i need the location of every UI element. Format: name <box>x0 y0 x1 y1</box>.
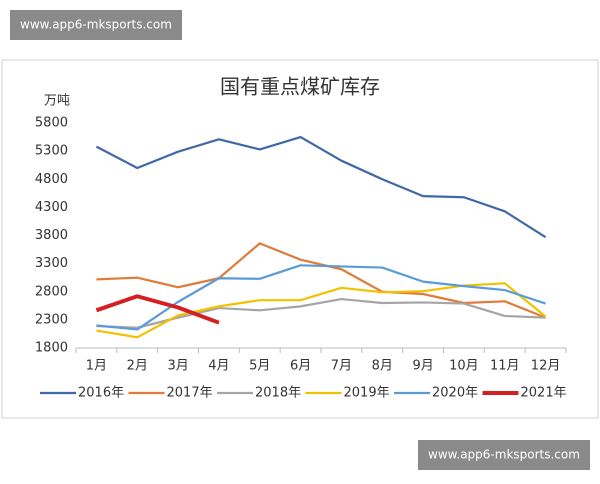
watermark-box <box>10 10 182 40</box>
chart-title: 国有重点煤矿库存 <box>220 75 380 99</box>
x-tick-label: 4月 <box>208 359 229 374</box>
watermark: www.app6-mksports.com <box>428 448 580 462</box>
x-tick-label: 2月 <box>127 359 148 374</box>
y-axis-label: 万吨 <box>44 94 70 109</box>
x-tick-label: 8月 <box>372 359 393 374</box>
x-tick-label: 3月 <box>167 359 188 374</box>
y-tick-label: 2300 <box>35 312 68 327</box>
chart-frame <box>1 59 599 419</box>
y-tick-label: 5800 <box>35 116 68 131</box>
y-tick-label: 3300 <box>35 256 68 271</box>
y-tick-label: 3800 <box>35 228 68 243</box>
y-tick-label: 5300 <box>35 144 68 159</box>
x-tick-label: 7月 <box>331 359 352 374</box>
x-tick-label: 6月 <box>290 359 311 374</box>
legend-label: 2020年 <box>432 386 478 401</box>
legend-label: 2021年 <box>521 386 567 401</box>
y-tick-label: 2800 <box>35 284 68 299</box>
watermark-box <box>418 440 590 470</box>
legend-label: 2016年 <box>78 386 124 401</box>
x-tick-label: 1月 <box>86 359 107 374</box>
series-line <box>96 242 546 319</box>
series-line <box>96 282 547 339</box>
x-tick-label: 12月 <box>531 359 561 374</box>
series-line <box>95 294 220 325</box>
y-tick-label: 4300 <box>35 200 68 215</box>
series-line <box>95 135 547 239</box>
legend-label: 2018年 <box>255 386 301 401</box>
watermark: www.app6-mksports.com <box>20 18 172 32</box>
legend-label: 2019年 <box>344 386 390 401</box>
x-tick-label: 10月 <box>449 359 479 374</box>
x-tick-label: 11月 <box>490 359 520 374</box>
legend-label: 2017年 <box>167 386 213 401</box>
x-tick-label: 5月 <box>249 359 270 374</box>
y-tick-label: 4800 <box>35 172 68 187</box>
x-tick-label: 9月 <box>412 359 433 374</box>
y-tick-label: 1800 <box>35 341 68 356</box>
